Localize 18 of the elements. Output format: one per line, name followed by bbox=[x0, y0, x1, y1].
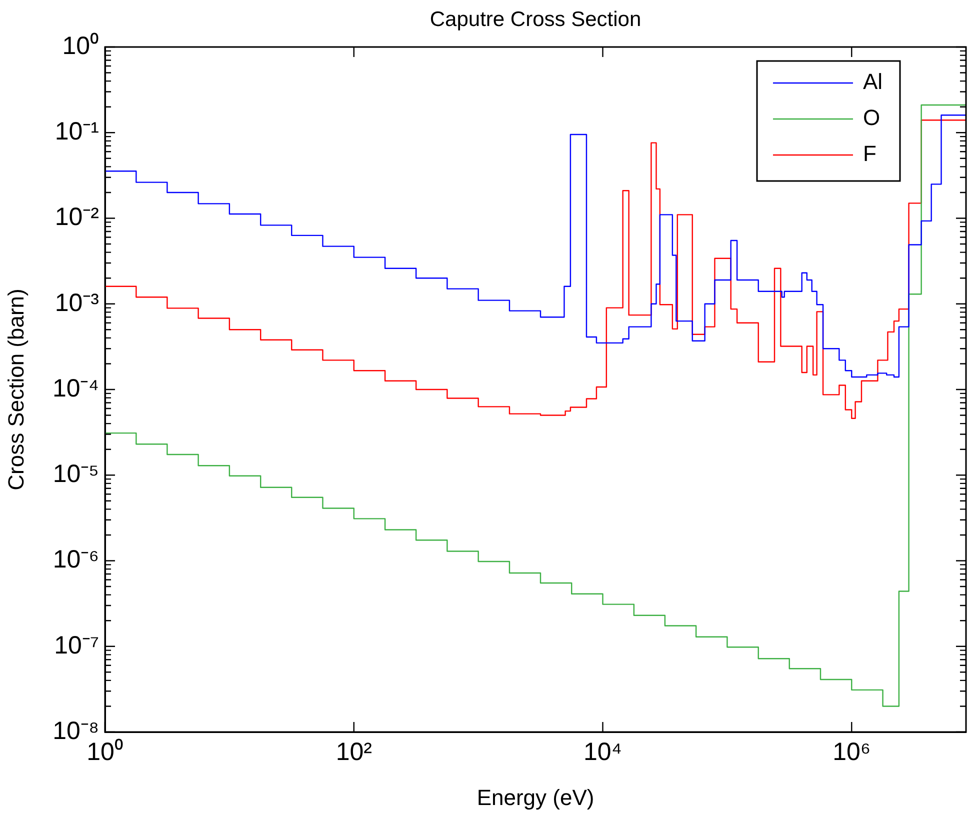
y-tick-label: 10⁻⁴ bbox=[52, 374, 99, 402]
x-tick-label: 10⁶ bbox=[832, 738, 871, 766]
y-tick-label: 10⁻² bbox=[54, 203, 99, 232]
legend-label: F bbox=[863, 141, 876, 166]
y-axis-title: Cross Section (barn) bbox=[3, 288, 28, 490]
legend-label: Al bbox=[863, 69, 883, 94]
y-tick-label: 10⁰ bbox=[62, 32, 99, 60]
legend-label: O bbox=[863, 105, 880, 130]
x-axis-title: Energy (eV) bbox=[476, 784, 594, 810]
y-tick-label: 10⁻¹ bbox=[54, 118, 99, 146]
y-tick-label: 10⁻⁵ bbox=[52, 460, 99, 488]
chart-title: Caputre Cross Section bbox=[430, 8, 642, 31]
y-tick-label: 10⁻⁷ bbox=[54, 631, 99, 660]
x-tick-label: 10⁴ bbox=[583, 738, 622, 766]
x-tick-label: 10⁰ bbox=[86, 738, 124, 766]
y-tick-label: 10⁻⁶ bbox=[52, 546, 99, 574]
y-tick-label: 10⁻³ bbox=[54, 288, 99, 317]
x-tick-label: 10² bbox=[336, 738, 372, 766]
